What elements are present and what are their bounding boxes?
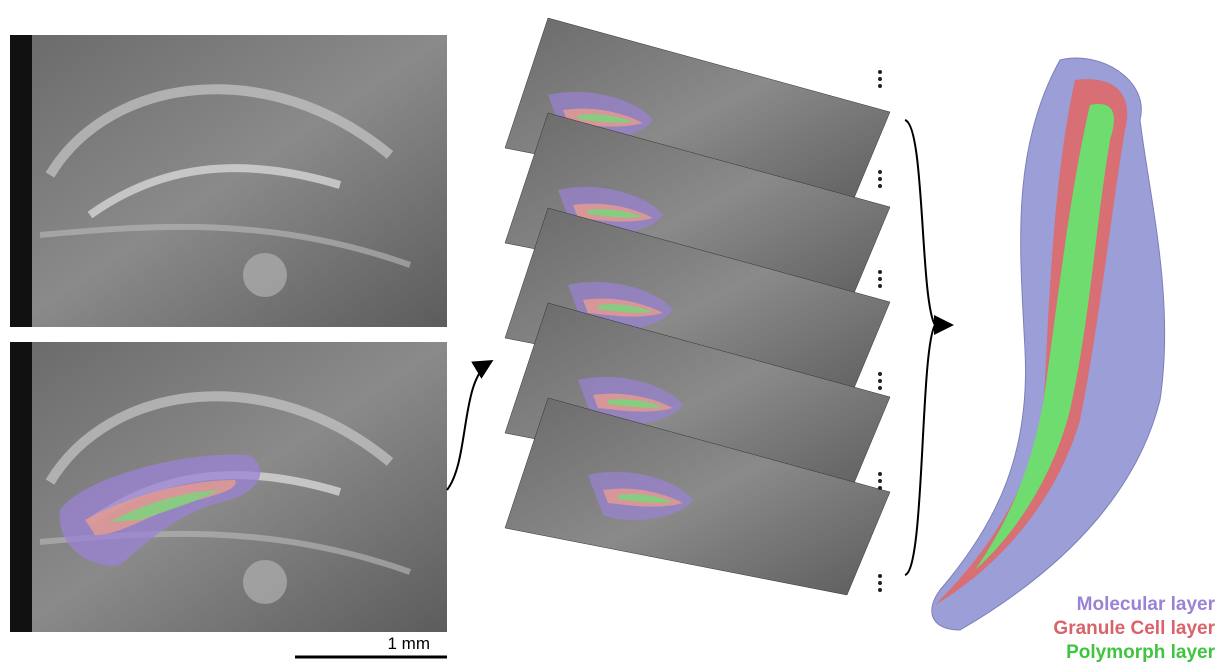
3d-reconstruction <box>932 58 1165 630</box>
slice-stack <box>505 18 890 595</box>
brace <box>905 120 935 575</box>
scale-label: 1 mm <box>388 634 431 653</box>
legend: Molecular layer Granule Cell layer Polymor… <box>1053 594 1215 663</box>
section-segmented <box>10 342 447 632</box>
legend-label: Polymorph layer <box>1066 642 1215 663</box>
legend-label: Granule Cell layer <box>1053 618 1215 639</box>
arrow <box>447 362 490 490</box>
figure: 1 mm Molecular layer Granule Cell layer Po… <box>0 0 1221 665</box>
legend-label: Molecular layer <box>1077 594 1216 615</box>
section-top <box>10 35 447 327</box>
